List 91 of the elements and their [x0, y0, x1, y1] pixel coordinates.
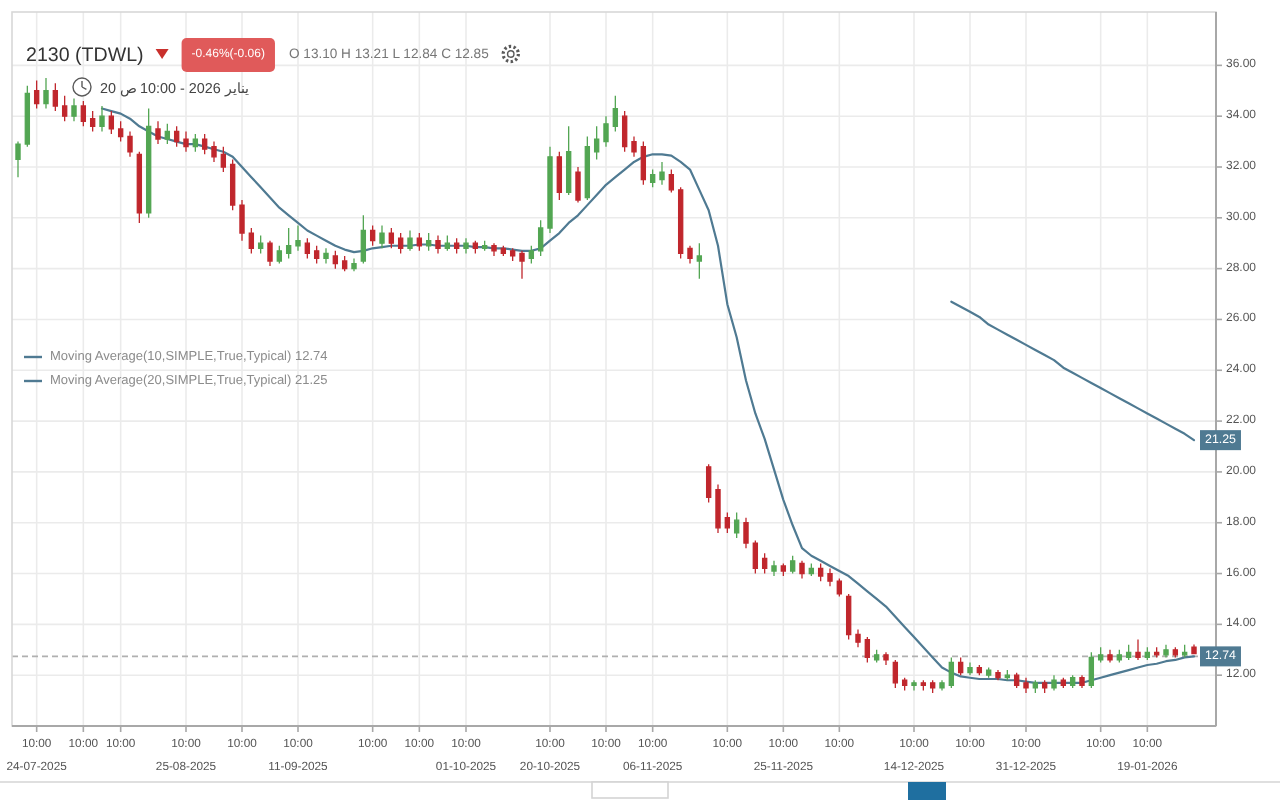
candlestick: [920, 679, 927, 692]
candlestick: [15, 140, 21, 178]
candlestick: [659, 161, 665, 186]
candlestick: [379, 224, 385, 249]
candlestick: [547, 146, 553, 234]
candlestick: [388, 227, 395, 249]
candlestick: [257, 234, 264, 255]
candlestick: [33, 79, 40, 110]
candlestick: [444, 234, 451, 252]
candlestick: [808, 562, 815, 577]
candlestick: [99, 105, 105, 133]
candlestick: [799, 560, 805, 580]
candlestick: [528, 245, 535, 265]
candlestick: [61, 95, 68, 122]
candlestick: [89, 110, 96, 133]
candlestick: [416, 232, 423, 252]
candlestick: [1041, 679, 1048, 694]
candlestick: [1107, 649, 1113, 664]
candlestick: [453, 237, 460, 255]
candlestick: [929, 679, 936, 694]
candlestick: [276, 245, 283, 265]
candlestick: [771, 560, 777, 577]
candlestick: [332, 250, 339, 270]
candlestick: [211, 140, 217, 163]
candlestick: [911, 679, 917, 692]
candlestick: [1135, 638, 1141, 661]
candlestick: [463, 237, 469, 255]
candlestick: [220, 146, 227, 173]
candlestick: [967, 661, 973, 676]
candlestick: [295, 224, 301, 252]
candlestick: [183, 130, 189, 153]
candlestick: [985, 666, 992, 679]
candlestick: [780, 562, 787, 577]
candlestick: [789, 555, 796, 575]
candlestick: [43, 77, 49, 110]
candlestick: [715, 483, 721, 534]
candlestick: [351, 257, 357, 272]
candlestick: [1051, 674, 1057, 692]
candlestick: [687, 245, 693, 265]
candlestick: [1191, 643, 1197, 655]
candlestick: [649, 168, 656, 188]
candlestick: [995, 669, 1001, 681]
candlestick: [612, 95, 619, 133]
candlestick: [155, 120, 161, 145]
candlestick: [491, 242, 497, 257]
candlestick: [285, 227, 292, 260]
candlestick: [435, 234, 441, 255]
candlestick: [1097, 646, 1104, 664]
candlestick: [52, 82, 59, 112]
candlestick: [1163, 644, 1169, 659]
candlestick: [1032, 679, 1039, 694]
candlestick: [267, 240, 273, 267]
candlestick: [696, 242, 703, 280]
candlestick: [939, 679, 945, 692]
candlestick: [883, 651, 889, 666]
candlestick: [603, 115, 609, 148]
line-series: [950, 300, 1196, 442]
candlestick: [192, 133, 199, 153]
candlestick: [341, 255, 348, 272]
candlestick: [201, 133, 208, 155]
candlestick: [313, 245, 320, 265]
candlestick: [631, 135, 637, 158]
candlestick: [593, 125, 600, 161]
candlestick: [1172, 646, 1179, 659]
candlestick: [1116, 649, 1123, 664]
candlestick: [575, 166, 581, 204]
candlestick: [733, 511, 740, 539]
candlestick: [1144, 646, 1151, 661]
candlestick: [425, 232, 432, 252]
candlestick: [164, 123, 171, 145]
text: 2130 (TDWL): [26, 45, 144, 67]
candlestick: [1079, 674, 1085, 689]
candlestick: [855, 628, 861, 648]
candlestick: [127, 130, 133, 158]
candlestick: [407, 229, 413, 252]
candlestick: [239, 199, 245, 242]
candlestick: [743, 516, 749, 549]
candlestick: [481, 240, 488, 252]
candlestick: [1023, 677, 1029, 694]
candlestick: [1125, 644, 1132, 661]
candlestick: [1181, 644, 1188, 659]
candlestick: [817, 562, 824, 582]
candlestick: [1153, 646, 1160, 659]
candlestick: [397, 232, 404, 255]
candlestick: [519, 250, 525, 280]
candlestick: [323, 247, 329, 265]
candlestick: [117, 120, 124, 143]
candlestick: [71, 97, 77, 122]
candlestick: [509, 247, 516, 262]
candlestick: [873, 649, 880, 664]
candlestick: [827, 567, 833, 587]
